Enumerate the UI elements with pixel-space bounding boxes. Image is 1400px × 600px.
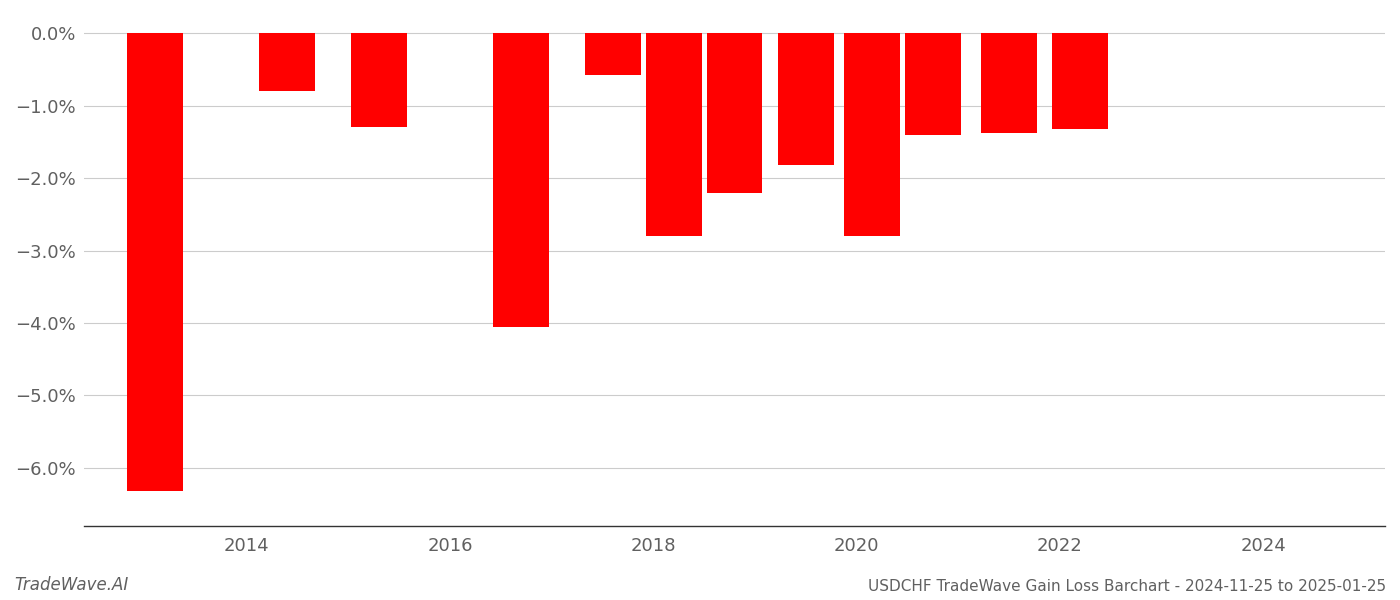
Bar bbox=[904, 33, 960, 134]
Bar bbox=[844, 33, 900, 236]
Text: TradeWave.AI: TradeWave.AI bbox=[14, 576, 129, 594]
Bar bbox=[707, 33, 763, 193]
Text: USDCHF TradeWave Gain Loss Barchart - 2024-11-25 to 2025-01-25: USDCHF TradeWave Gain Loss Barchart - 20… bbox=[868, 579, 1386, 594]
Bar bbox=[778, 33, 833, 165]
Bar bbox=[351, 33, 407, 127]
Bar bbox=[1053, 33, 1107, 129]
Bar bbox=[585, 33, 641, 75]
Bar bbox=[645, 33, 701, 236]
Bar bbox=[493, 33, 549, 326]
Bar bbox=[127, 33, 183, 491]
Bar bbox=[259, 33, 315, 91]
Bar bbox=[981, 33, 1037, 133]
